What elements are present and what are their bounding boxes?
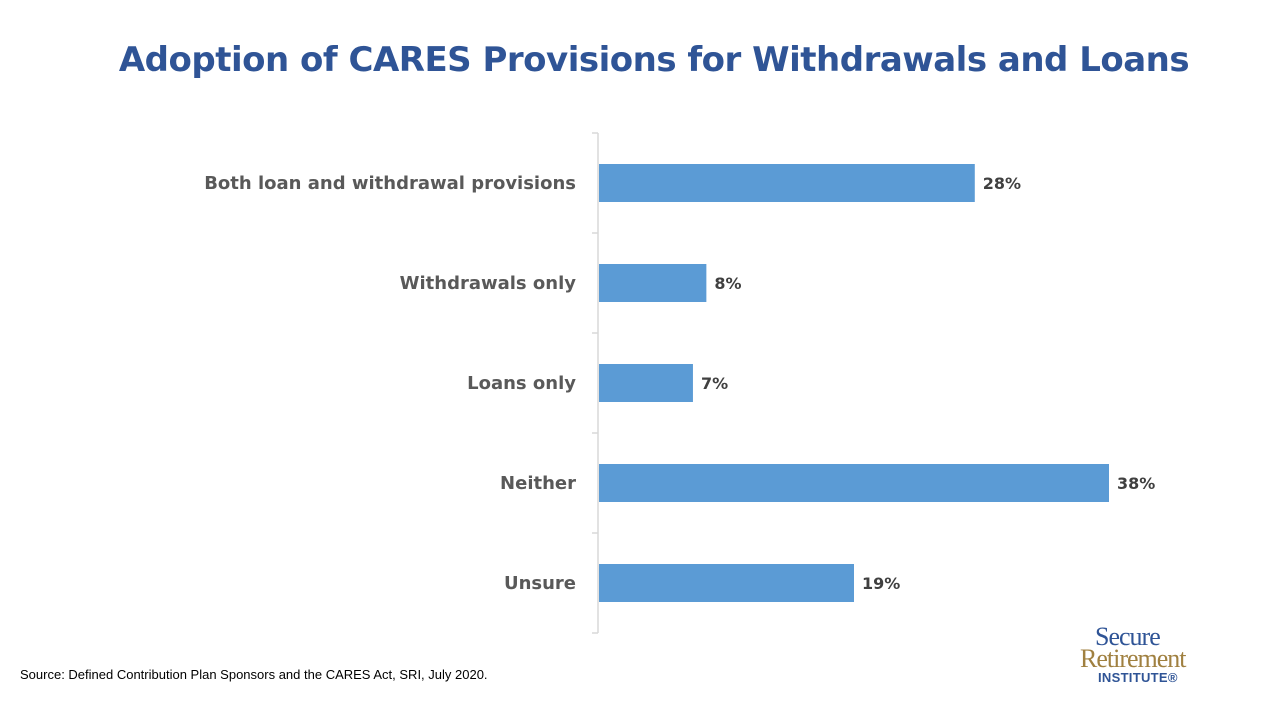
sri-logo: Secure Retirement INSTITUTE® — [1080, 624, 1230, 688]
category-label: Neither — [500, 473, 576, 494]
bar — [599, 364, 693, 402]
data-label: 19% — [862, 574, 900, 593]
data-label: 7% — [701, 374, 728, 393]
data-label: 38% — [1117, 474, 1155, 493]
source-note: Source: Defined Contribution Plan Sponso… — [20, 667, 488, 682]
category-label: Both loan and withdrawal provisions — [204, 173, 576, 194]
bar — [599, 164, 975, 202]
category-label: Withdrawals only — [400, 273, 577, 294]
category-label: Loans only — [467, 373, 576, 394]
bar — [599, 464, 1109, 502]
bar — [599, 264, 707, 302]
logo-line-secure: Secure — [1095, 622, 1161, 651]
chart-title: Adoption of CARES Provisions for Withdra… — [118, 40, 1190, 80]
logo-line-institute: INSTITUTE® — [1098, 670, 1178, 685]
data-label: 28% — [983, 174, 1021, 193]
data-label: 8% — [714, 274, 741, 293]
logo-line-retirement: Retirement — [1080, 644, 1187, 673]
category-label: Unsure — [504, 573, 576, 594]
bar — [599, 564, 854, 602]
